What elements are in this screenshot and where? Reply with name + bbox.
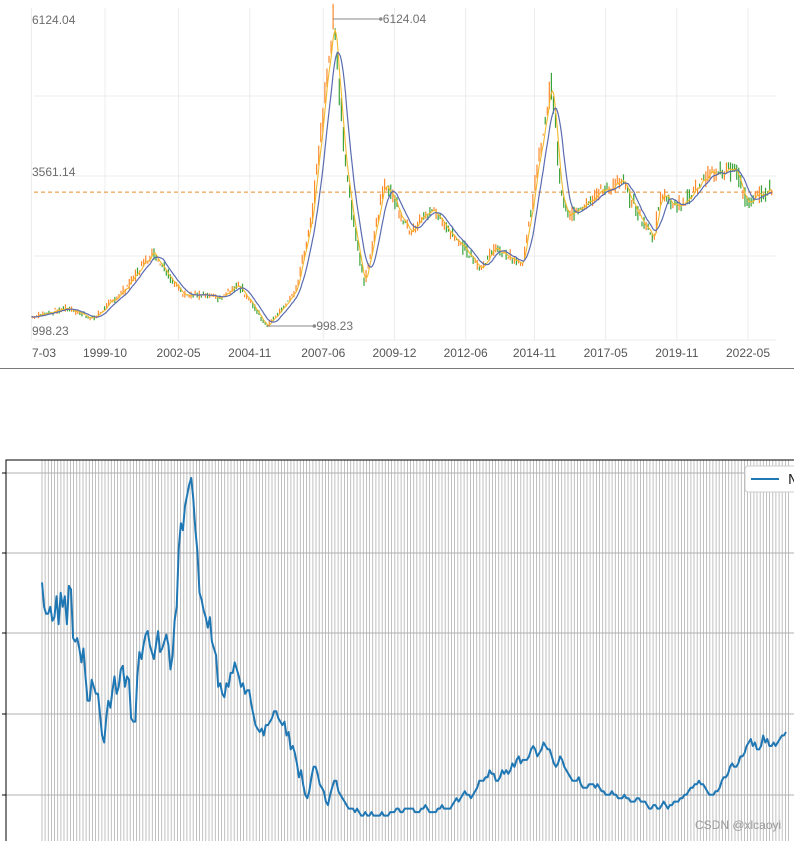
- top-x-axis-labels: 7-03 1999-10 2002-05 2004-11 2007-06 2009-12 2…: [32, 346, 770, 360]
- max-annotation-label: 6124.04: [383, 12, 427, 26]
- x-tick-label: 2004-11: [228, 346, 271, 360]
- x-tick-label: 2002-05: [157, 346, 201, 360]
- top-price-series: [31, 3, 773, 328]
- panel-separator: [0, 368, 794, 369]
- x-tick-label: 2014-11: [513, 346, 556, 360]
- top-annotations: 6124.04 998.23: [266, 12, 426, 333]
- min-annotation-label: 998.23: [316, 319, 353, 333]
- ma-fast-line: [31, 28, 772, 326]
- bottom-vertical-grid: [41, 460, 789, 841]
- x-tick-label: 7-03: [32, 346, 56, 360]
- y-label-max: 6124.04: [32, 13, 76, 27]
- x-tick-label: 2019-11: [655, 346, 698, 360]
- y-label-min: 998.23: [32, 324, 69, 338]
- min-annotation-dot: [312, 324, 317, 328]
- bottom-line-chart: N CSDN @xlcaoyi: [0, 370, 794, 841]
- ma-slow-line: [31, 51, 773, 323]
- top-kline-chart: 6124.04 998.23 6124.04 3561.14 998.23 7-…: [0, 0, 794, 370]
- plot-frame: [5, 459, 794, 841]
- x-tick-label: 2009-12: [372, 346, 416, 360]
- max-annotation-dot: [378, 17, 383, 21]
- x-tick-label: 2017-05: [584, 346, 628, 360]
- legend: N: [744, 465, 794, 493]
- bottom-line-svg: N CSDN @xlcaoyi: [2, 459, 794, 841]
- watermark: CSDN @xlcaoyi: [695, 818, 781, 832]
- series-n-line: [41, 477, 787, 817]
- x-tick-label: 2007-06: [301, 346, 345, 360]
- y-label-mid: 3561.14: [32, 165, 76, 179]
- bottom-y-ticks: [2, 472, 6, 796]
- x-tick-label: 1999-10: [83, 346, 127, 360]
- bottom-horizontal-grid: [6, 472, 794, 796]
- x-tick-label: 2012-06: [444, 346, 488, 360]
- x-tick-label: 2022-05: [726, 346, 770, 360]
- top-grid: [30, 8, 776, 341]
- legend-label: N: [788, 473, 794, 488]
- top-kline-svg: 6124.04 998.23 6124.04 3561.14 998.23 7-…: [30, 3, 776, 360]
